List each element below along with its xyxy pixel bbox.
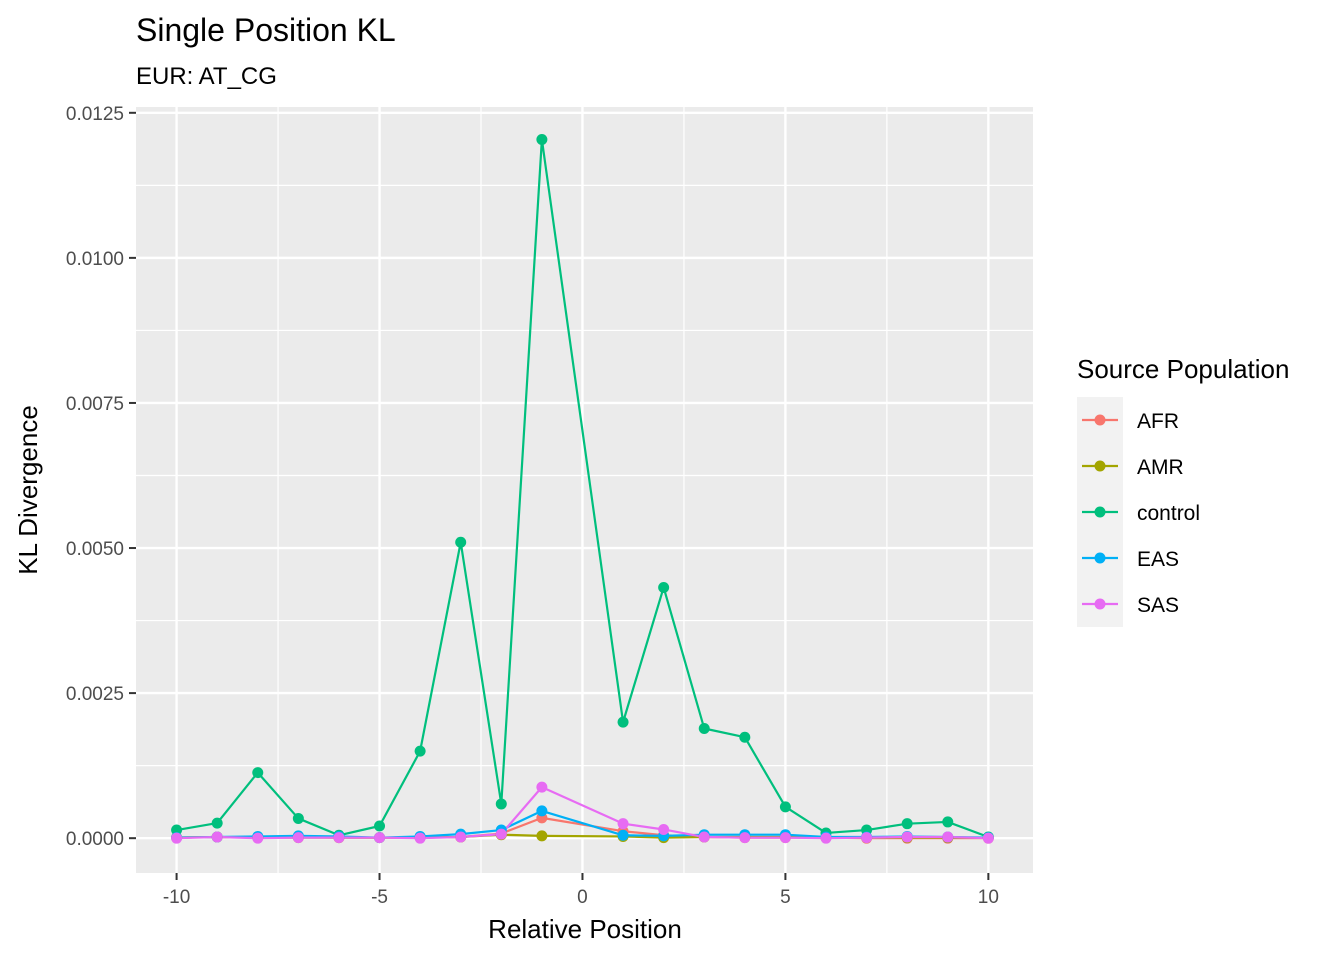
data-point-sas (495, 828, 507, 840)
legend-key-point (1094, 460, 1106, 472)
y-tick-label: 0.0125 (66, 104, 124, 125)
y-axis: 0.0000 0.0025 0.0050 0.0075 0.0100 0.0125 (66, 104, 136, 850)
data-point-sas (739, 832, 751, 844)
data-point-control (779, 801, 791, 813)
y-tick-label: 0.0050 (66, 539, 124, 560)
data-point-sas (252, 832, 264, 844)
data-point-sas (414, 832, 426, 844)
data-point-control (739, 731, 751, 743)
y-axis-title: KL Divergence (13, 405, 43, 575)
data-point-sas (658, 823, 670, 835)
x-tick-label: 5 (780, 887, 791, 908)
data-point-sas (333, 832, 345, 844)
legend-label-control: control (1137, 502, 1200, 525)
legend-label-sas: SAS (1137, 594, 1179, 617)
legend-label-amr: AMR (1137, 456, 1184, 479)
x-tick-label: -10 (163, 887, 190, 908)
legend-key-point (1094, 552, 1106, 564)
data-point-control (901, 818, 913, 830)
data-point-control (617, 716, 629, 728)
series-points (171, 133, 994, 844)
legend: Source Population AFR AMR control EAS SAS (1077, 354, 1289, 627)
data-point-sas (374, 832, 386, 844)
series-line-control (176, 138, 989, 839)
series-line-sas (176, 786, 989, 840)
data-point-control (252, 767, 264, 779)
data-point-control (942, 816, 954, 828)
x-tick-label: 10 (978, 887, 999, 908)
data-point-sas (211, 831, 223, 843)
data-point-eas (536, 805, 548, 817)
data-point-sas (292, 832, 304, 844)
x-axis-title: Relative Position (488, 914, 682, 944)
y-tick-label: 0.0075 (66, 394, 124, 415)
legend-item-afr: AFR (1077, 397, 1179, 443)
data-point-control (698, 723, 710, 735)
legend-key-point (1094, 414, 1106, 426)
legend-item-eas: EAS (1077, 535, 1179, 581)
data-point-sas (820, 832, 832, 844)
legend-label-afr: AFR (1137, 410, 1179, 433)
legend-key-point (1094, 598, 1106, 610)
data-point-sas (779, 832, 791, 844)
data-point-amr (536, 830, 548, 842)
data-point-sas (861, 832, 873, 844)
data-point-control (171, 824, 183, 836)
data-point-control (414, 745, 426, 757)
data-point-control (658, 581, 670, 593)
data-point-control (495, 798, 507, 810)
data-point-sas (901, 831, 913, 843)
chart-subtitle: EUR: AT_CG (136, 63, 277, 90)
data-point-sas (698, 831, 710, 843)
data-point-sas (982, 832, 994, 844)
data-point-control (455, 536, 467, 548)
legend-title: Source Population (1077, 354, 1289, 384)
plot-panel (136, 107, 1033, 873)
data-point-control (211, 817, 223, 829)
chart-title: Single Position KL (136, 12, 396, 48)
data-point-eas (617, 829, 629, 841)
y-tick-label: 0.0000 (66, 829, 124, 850)
data-point-control (536, 133, 548, 145)
data-point-sas (536, 781, 548, 793)
data-point-sas (171, 832, 183, 844)
series-lines (176, 138, 989, 840)
data-point-sas (617, 818, 629, 830)
y-tick-label: 0.0100 (66, 249, 124, 270)
x-tick-label: 0 (577, 887, 588, 908)
data-point-control (292, 812, 304, 824)
legend-key-point (1094, 506, 1106, 518)
data-point-control (374, 820, 386, 832)
legend-label-eas: EAS (1137, 548, 1179, 571)
data-point-sas (455, 831, 467, 843)
y-tick-label: 0.0025 (66, 684, 124, 705)
data-point-sas (942, 831, 954, 843)
legend-item-control: control (1077, 489, 1200, 535)
major-gridlines (136, 107, 1033, 873)
legend-item-amr: AMR (1077, 443, 1184, 489)
minor-gridlines (136, 107, 1033, 873)
x-tick-label: -5 (371, 887, 388, 908)
x-axis: -10 -5 0 5 10 (163, 873, 999, 908)
legend-item-sas: SAS (1077, 581, 1179, 627)
